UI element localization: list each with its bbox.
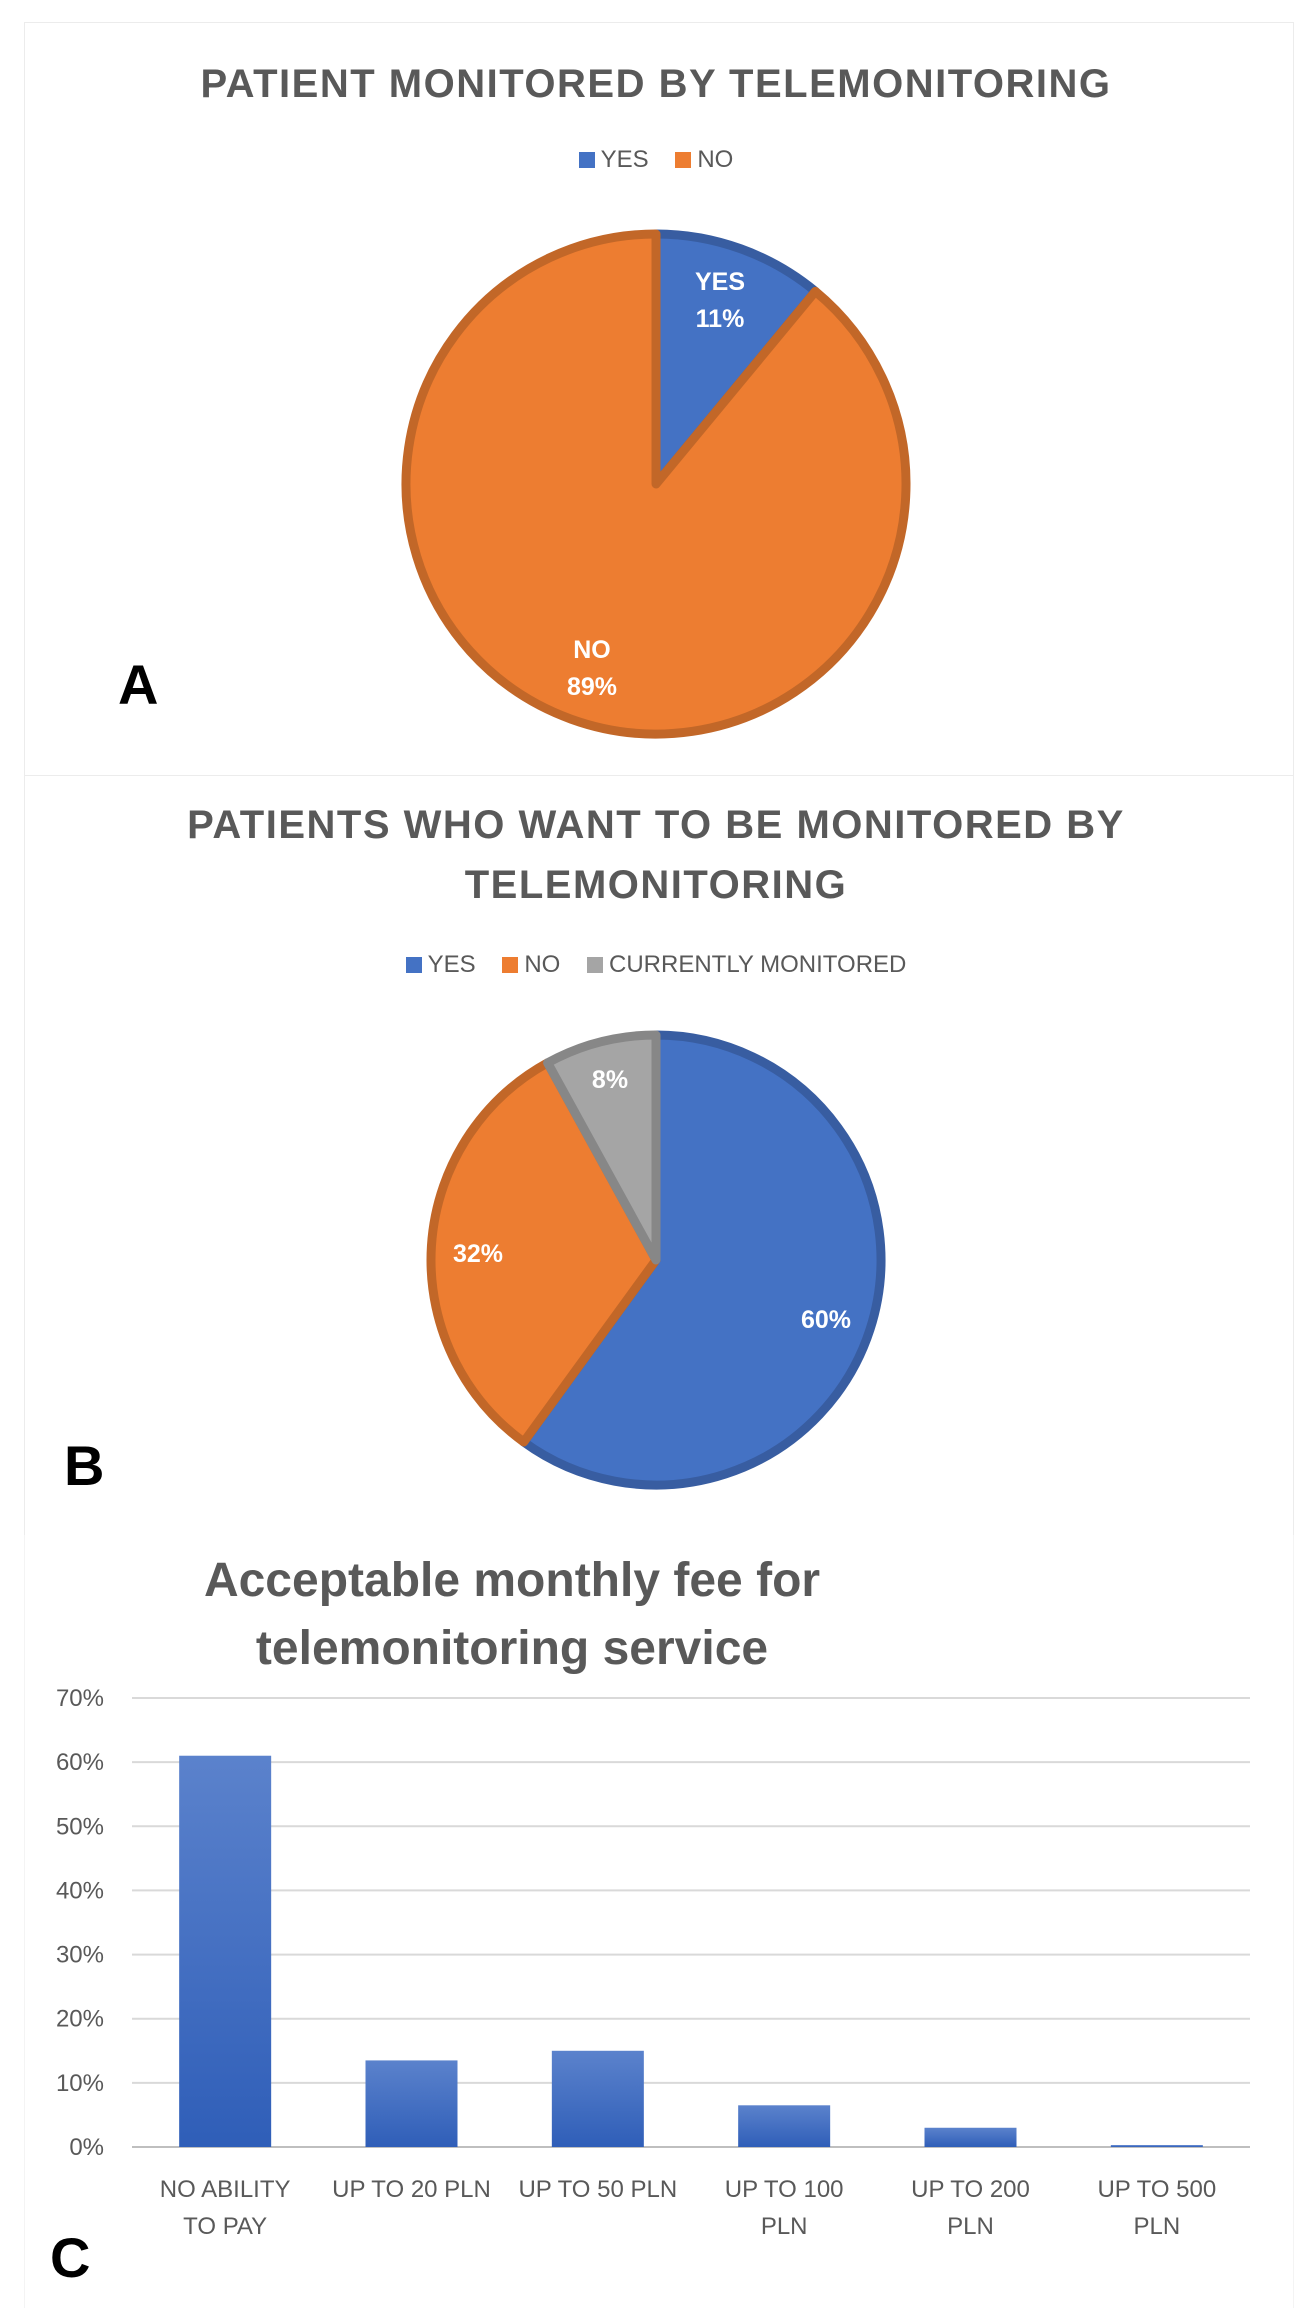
legend-b-current-swatch (587, 957, 603, 973)
chart-a-legend: YES NO (0, 146, 1312, 175)
legend-b-no-label: NO (524, 951, 561, 978)
panel-c: Acceptable monthly fee for telemonitorin… (0, 1535, 1312, 2308)
pie-a-slice-yes (651, 229, 820, 489)
panel-b: PATIENTS WHO WANT TO BE MONITORED BY TEL… (0, 775, 1312, 1536)
legend-a-no: NO (675, 146, 733, 174)
x-tick-label: PLN (761, 2213, 808, 2240)
pie-b-yes-value: 60% (801, 1306, 851, 1334)
panel-b-label: B (64, 1434, 105, 1497)
legend-b-current: CURRENTLY MONITORED (587, 951, 906, 979)
pie-a-yes-name: YES (695, 268, 745, 296)
pie-a-no-value: 89% (567, 673, 617, 701)
chart-c-title-line1: Acceptable monthly fee for (203, 1554, 821, 1607)
chart-b-legend: YES NO CURRENTLY MONITORED (0, 951, 1312, 980)
pie-b-no-value: 32% (453, 1240, 503, 1268)
y-tick-label: 50% (56, 1813, 104, 1840)
panel-a-label: A (118, 653, 159, 716)
y-tick-label: 60% (56, 1749, 104, 1776)
pie-b-slice-yes (519, 1030, 886, 1490)
pie-a-slice-no (401, 229, 911, 739)
bar (365, 2060, 458, 2147)
y-tick-label: 0% (69, 2134, 104, 2161)
chart-c-title-line2: telemonitoring service (255, 1622, 769, 1675)
x-tick-label: NO ABILITY (160, 2176, 291, 2203)
bar (924, 2127, 1017, 2147)
bar (551, 2050, 644, 2147)
x-tick-label: UP TO 50 PLN (518, 2176, 677, 2203)
legend-b-yes-swatch (405, 957, 422, 973)
panel-a-frame (24, 22, 1294, 775)
x-tick-label: UP TO 200 (911, 2176, 1030, 2203)
bar (1110, 2145, 1203, 2147)
y-tick-label: 10% (56, 2070, 104, 2097)
legend-a-yes-swatch (578, 152, 595, 168)
legend-b-no-swatch (502, 957, 519, 973)
legend-a-no-label: NO (697, 146, 734, 173)
panel-c-label: C (50, 2226, 91, 2289)
panel-c-frame (24, 1535, 1294, 2308)
legend-a-yes: YES (578, 146, 649, 174)
bar (738, 2105, 831, 2147)
x-tick-label: UP TO 20 PLN (332, 2176, 491, 2203)
legend-b-no: NO (502, 951, 560, 979)
y-tick-label: 70% (56, 1685, 104, 1712)
x-tick-label: UP TO 100 (725, 2176, 844, 2203)
pie-b: 60% 32% 8% (426, 1030, 886, 1490)
legend-a-yes-label: YES (600, 146, 649, 173)
y-tick-label: 20% (56, 2006, 104, 2033)
y-tick-label: 40% (56, 1877, 104, 1904)
legend-b-yes-label: YES (427, 951, 476, 978)
legend-b-yes: YES (405, 951, 476, 979)
pie-a-yes-value: 11% (696, 305, 745, 333)
x-tick-label: PLN (947, 2213, 994, 2240)
chart-b-title-line2: TELEMONITORING (464, 863, 848, 907)
bar (179, 1755, 272, 2147)
pie-b-slice-currently-monitored (543, 1030, 661, 1265)
pie-a-no-name: NO (573, 636, 611, 664)
bar-chart-c: 0% 10% 20% 30% 40% 50% 60% 70% NO ABILITY TO PAY… (56, 1685, 1250, 2240)
pie-b-current-value: 8% (592, 1066, 628, 1094)
x-tick-label: PLN (1133, 2213, 1180, 2240)
x-tick-label: TO PAY (183, 2213, 267, 2240)
panel-b-frame (24, 775, 1294, 1536)
pie-b-slice-no (426, 1058, 661, 1447)
chart-b-title-line1: PATIENTS WHO WANT TO BE MONITORED BY (187, 803, 1125, 847)
y-tick-label: 30% (56, 1942, 104, 1969)
pie-a: YES 11% NO 89% (401, 229, 911, 739)
x-tick-label: UP TO 500 (1097, 2176, 1216, 2203)
chart-a-title: PATIENT MONITORED BY TELEMONITORING (200, 62, 1112, 106)
legend-a-no-swatch (675, 152, 692, 168)
panel-a: PATIENT MONITORED BY TELEMONITORING YES … (0, 0, 1312, 775)
legend-b-current-label: CURRENTLY MONITORED (609, 951, 907, 978)
